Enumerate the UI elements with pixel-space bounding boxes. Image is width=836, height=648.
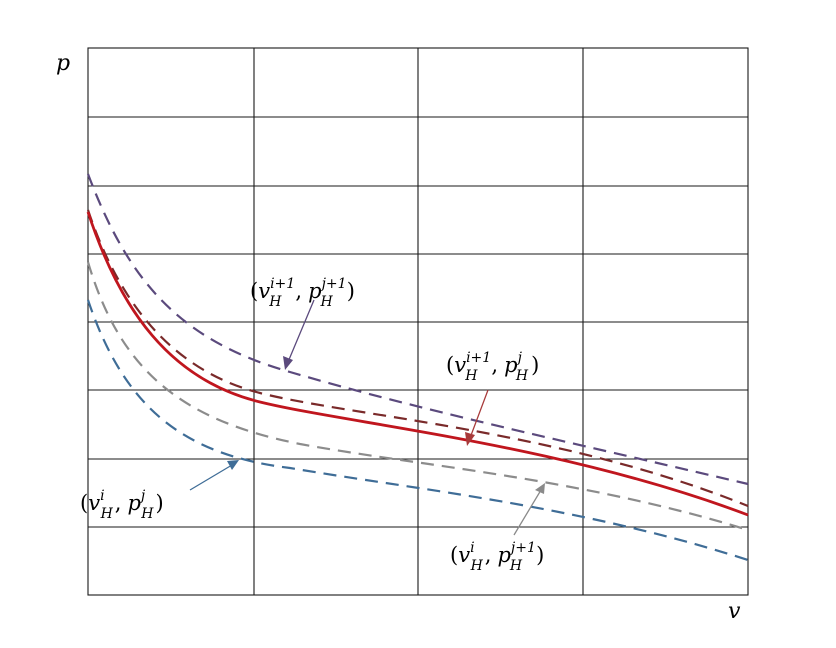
sup-p: j (515, 350, 523, 366)
var-p: p (127, 491, 140, 515)
var-v: v (88, 491, 100, 515)
var-v: v (458, 543, 470, 567)
sup-v: i+1 (270, 276, 295, 292)
arrowhead-i-j (227, 460, 239, 470)
sup-v: i (470, 540, 474, 556)
arrowhead-i1-j (465, 432, 475, 446)
label-v-i-p-j1: (vi H, pj+1 H) (450, 540, 544, 574)
comma: , (115, 491, 122, 515)
paren-close: ) (531, 353, 539, 377)
sub-p: H (140, 506, 154, 522)
sub-v: H (464, 368, 478, 384)
paren-open: ( (80, 491, 88, 515)
sup-v: i (100, 488, 104, 504)
curve-dark-red-dashed (86, 209, 749, 508)
label-v-i1-p-j: (vi+1 H, pj H) (446, 350, 539, 384)
arrow-i1-j (469, 389, 489, 439)
grid (87, 47, 749, 596)
paren-open: ( (450, 543, 458, 567)
y-axis-label: p (56, 51, 70, 76)
arrow-i1-j1 (287, 299, 315, 363)
var-p: p (308, 279, 321, 303)
curve-blue-dashed (86, 299, 749, 562)
label-v-i1-p-j1: (vi+1 H, pj+1 H) (250, 276, 355, 310)
paren-close: ) (155, 491, 163, 515)
paren-close: ) (536, 543, 544, 567)
sub-p: H (320, 294, 334, 310)
arrowhead-i1-j1 (283, 356, 293, 370)
comma: , (295, 279, 302, 303)
comma: , (491, 353, 498, 377)
paren-open: ( (250, 279, 258, 303)
arrow-i-j1 (513, 489, 542, 536)
curve-upper-dashed (86, 173, 749, 486)
sup-p: j (138, 488, 146, 504)
comma: , (485, 543, 492, 567)
paren-close: ) (347, 279, 355, 303)
arrow-i-j (189, 464, 233, 491)
sub-p: H (509, 558, 523, 574)
arrowhead-i-j1 (535, 483, 545, 494)
sub-v: H (470, 558, 484, 574)
curve-red-solid (86, 211, 749, 517)
sub-p: H (515, 368, 529, 384)
sub-v: H (268, 294, 282, 310)
sup-p: j+1 (319, 276, 347, 292)
curves (86, 173, 749, 562)
sub-v: H (100, 506, 114, 522)
arrows (189, 299, 545, 536)
var-p: p (497, 543, 510, 567)
x-axis-label: v (728, 599, 741, 624)
sup-v: i+1 (466, 350, 491, 366)
var-p: p (504, 353, 517, 377)
var-v: v (454, 353, 466, 377)
paren-open: ( (446, 353, 454, 377)
sup-p: j+1 (508, 540, 536, 556)
var-v: v (258, 279, 270, 303)
label-v-i-p-j: (vi H, pj H) (80, 488, 164, 522)
